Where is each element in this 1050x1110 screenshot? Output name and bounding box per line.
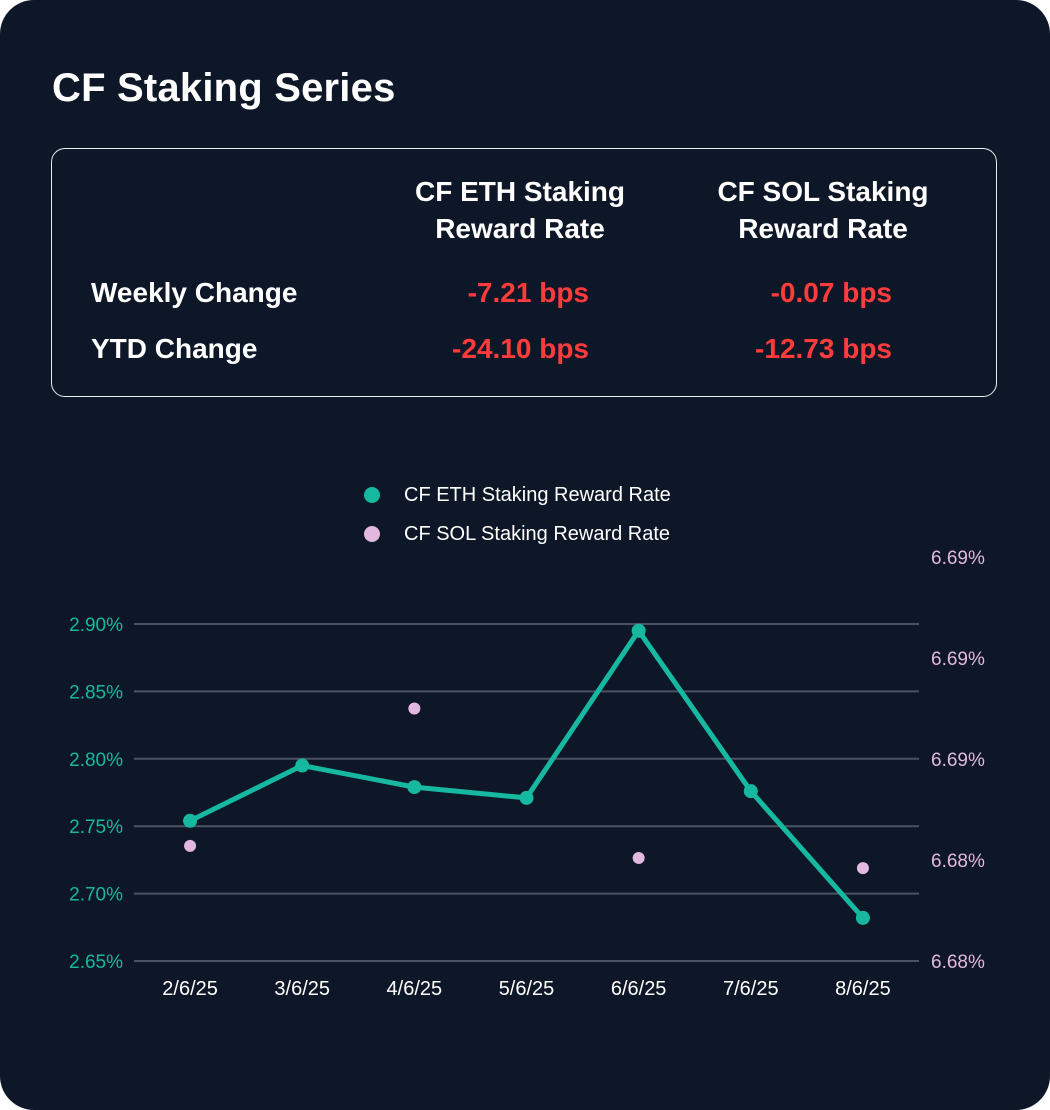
x-axis: 2/6/25 3/6/25 4/6/25 5/6/25 6/6/25 7/6/25 8/6/… bbox=[162, 978, 890, 1000]
x-tick-label: 5/6/25 bbox=[499, 978, 555, 1000]
y-left-tick-label: 2.85% bbox=[69, 682, 123, 703]
eth-point bbox=[631, 623, 646, 638]
y-axis-right: 6.68% 6.68% 6.69% 6.69% 6.69% bbox=[931, 548, 985, 973]
y-right-tick-label: 6.69% bbox=[931, 750, 985, 771]
row-label-ytd-change: YTD Change bbox=[91, 333, 258, 364]
x-tick-label: 2/6/25 bbox=[162, 978, 218, 1000]
y-right-tick-label: 6.68% bbox=[931, 952, 985, 973]
eth-point bbox=[407, 780, 422, 795]
value-sol-ytd-change: -12.73 bps bbox=[755, 333, 892, 364]
y-left-tick-label: 2.80% bbox=[69, 750, 123, 771]
x-tick-label: 6/6/25 bbox=[611, 978, 667, 1000]
grid-layer bbox=[134, 623, 919, 962]
value-eth-ytd-change: -24.10 bps bbox=[452, 333, 589, 364]
legend-label-eth: CF ETH Staking Reward Rate bbox=[404, 484, 671, 506]
y-left-tick-label: 2.90% bbox=[69, 615, 123, 636]
sol-point bbox=[632, 851, 645, 864]
y-right-tick-label: 6.69% bbox=[931, 548, 985, 569]
y-left-tick-label: 2.75% bbox=[69, 817, 123, 838]
eth-point bbox=[519, 790, 534, 805]
eth-point bbox=[855, 910, 870, 925]
y-right-tick-label: 6.68% bbox=[931, 851, 985, 872]
eth-point bbox=[183, 813, 198, 828]
y-left-tick-label: 2.70% bbox=[69, 885, 123, 906]
sol-point bbox=[856, 862, 869, 875]
sol-point bbox=[408, 702, 421, 715]
legend-marker-eth bbox=[364, 487, 380, 503]
value-sol-weekly-change: -0.07 bps bbox=[770, 277, 892, 308]
y-axis-left: 2.65% 2.70% 2.75% 2.80% 2.85% 2.90% bbox=[69, 615, 123, 973]
eth-point bbox=[743, 784, 758, 799]
eth-point bbox=[295, 758, 310, 773]
page-title: CF Staking Series bbox=[52, 66, 396, 110]
sol-point bbox=[184, 839, 197, 852]
x-tick-label: 3/6/25 bbox=[274, 978, 330, 1000]
column-header-sol: CF SOL Staking Reward Rate bbox=[717, 176, 929, 244]
eth-line bbox=[187, 628, 866, 921]
x-tick-label: 8/6/25 bbox=[835, 978, 891, 1000]
summary-table: CF ETH Staking Reward Rate CF SOL Stakin… bbox=[51, 148, 997, 397]
value-eth-weekly-change: -7.21 bps bbox=[467, 277, 589, 308]
x-tick-label: 7/6/25 bbox=[723, 978, 779, 1000]
x-tick-label: 4/6/25 bbox=[387, 978, 443, 1000]
series-layer bbox=[183, 623, 870, 925]
legend-marker-sol bbox=[364, 526, 380, 542]
legend-label-sol: CF SOL Staking Reward Rate bbox=[404, 523, 671, 545]
row-label-weekly-change: Weekly Change bbox=[91, 277, 298, 308]
y-left-tick-label: 2.65% bbox=[69, 952, 123, 973]
y-right-tick-label: 6.69% bbox=[931, 649, 985, 670]
column-header-eth: CF ETH Staking Reward Rate bbox=[414, 176, 625, 244]
